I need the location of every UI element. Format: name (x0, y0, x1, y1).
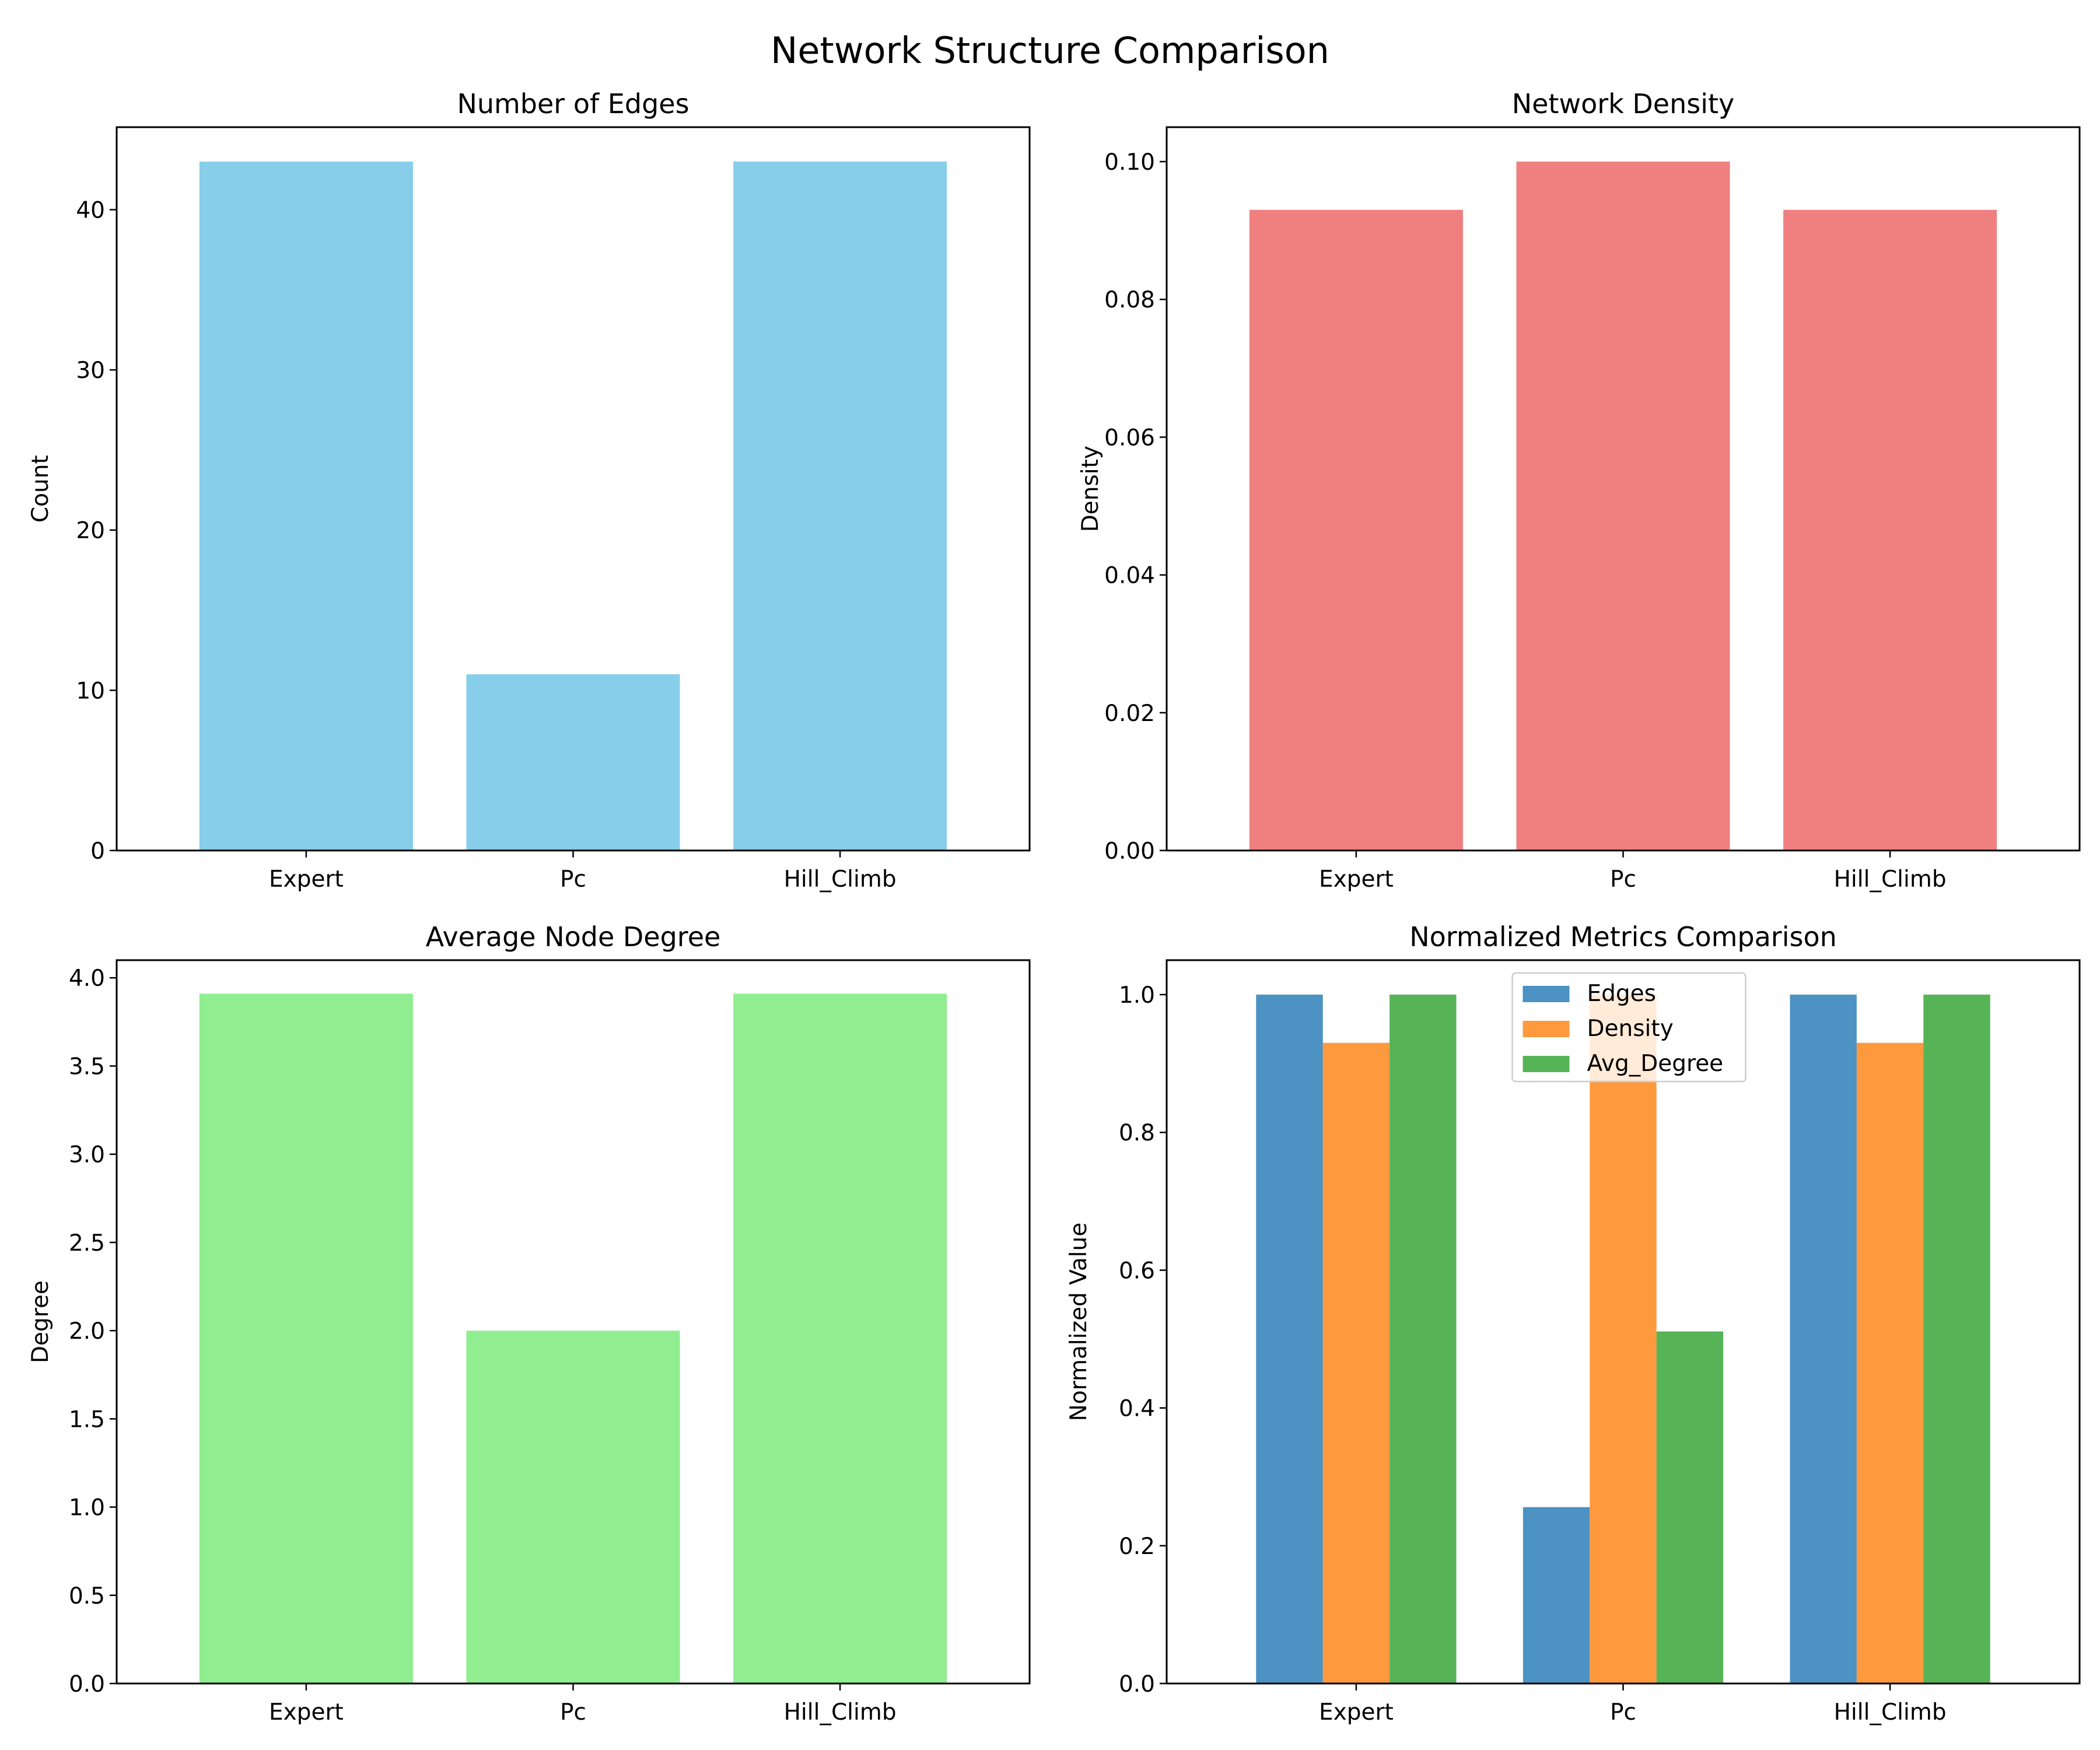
bar-edges-pc (1522, 1507, 1590, 1684)
subplot-grid: 0 10 20 30 40 Expert Pc Hill_Climb Number of Edg… (27, 88, 2081, 1726)
x-tick-label: Expert (1319, 1699, 1394, 1726)
bar-density-hill-climb (1856, 1042, 1924, 1684)
x-tick-label: Pc (560, 1699, 586, 1726)
bar-pc (466, 674, 680, 850)
y-tick-label: 10 (76, 678, 105, 704)
bar-density-expert (1322, 1042, 1390, 1684)
bar-avg-degree-pc (1656, 1331, 1724, 1684)
bar-edges-expert (1256, 995, 1323, 1684)
subplot-1: 0 10 20 30 40 Expert Pc Hill_Climb Number of Edg… (27, 88, 1031, 892)
y-tick-label: 1.0 (1119, 982, 1155, 1009)
legend-label: Edges (1587, 981, 1656, 1007)
y-axis-label: Degree (27, 1280, 54, 1363)
bar-pc (1516, 162, 1730, 850)
subplot-2: 0.00 0.02 0.04 0.06 0.08 0.10 Expert Pc Hill_Cli… (1077, 88, 2081, 892)
x-tick-label: Hill_Climb (784, 866, 897, 892)
y-tick-label: 0 (90, 838, 105, 864)
y-tick-label: 0.10 (1104, 149, 1155, 176)
y-tick-label: 0.02 (1104, 701, 1155, 727)
legend-label: Density (1587, 1016, 1674, 1042)
y-tick-label: 0.0 (1119, 1671, 1155, 1698)
legend-swatch (1522, 1021, 1570, 1037)
y-tick-label: 1.5 (69, 1406, 105, 1433)
x-tick-label: Hill_Climb (1834, 866, 1947, 892)
bar-avg-degree-hill-climb (1923, 995, 1990, 1684)
y-tick-label: 0.08 (1104, 287, 1155, 313)
y-tick-label: 0.00 (1104, 838, 1155, 864)
y-tick-label: 0.5 (69, 1583, 105, 1609)
subplot-title: Average Node Degree (426, 921, 721, 953)
figure-title: Network Structure Comparison (771, 29, 1329, 72)
subplot-title: Number of Edges (457, 88, 689, 120)
bar-pc (466, 1331, 680, 1684)
legend: Edges Density Avg_Degree (1511, 972, 1746, 1083)
bar-hill-climb (1783, 209, 1997, 850)
y-axis-label: Density (1077, 446, 1104, 532)
x-tick-label: Hill_Climb (784, 1699, 897, 1726)
y-tick-label: 3.5 (69, 1054, 105, 1080)
legend-frame (1511, 972, 1746, 1083)
y-tick-label: 0.04 (1104, 563, 1155, 589)
bar-hill-climb (733, 993, 947, 1684)
y-tick-label: 40 (76, 197, 105, 223)
y-tick-label: 0.06 (1104, 425, 1155, 451)
y-axis-label: Normalized Value (1066, 1223, 1092, 1422)
bar-density-pc (1590, 995, 1657, 1684)
bar-expert (199, 993, 413, 1684)
y-tick-label: 0.4 (1119, 1396, 1155, 1422)
x-tick-label: Pc (1610, 1699, 1636, 1726)
subplot-title: Network Density (1512, 88, 1735, 120)
x-tick-label: Pc (1610, 866, 1636, 892)
legend-swatch (1522, 1056, 1570, 1072)
bar-hill-climb (733, 162, 947, 850)
y-axis-label: Count (27, 455, 54, 523)
y-tick-label: 2.5 (69, 1230, 105, 1256)
y-tick-label: 0.0 (69, 1671, 105, 1698)
subplot-title: Normalized Metrics Comparison (1409, 921, 1837, 953)
y-tick-label: 3.0 (69, 1142, 105, 1168)
y-tick-label: 1.0 (69, 1495, 105, 1521)
bar-avg-degree-expert (1390, 995, 1457, 1684)
y-tick-label: 0.6 (1119, 1258, 1155, 1284)
bar-expert (199, 162, 413, 850)
y-tick-label: 0.8 (1119, 1120, 1155, 1146)
bar-edges-hill-climb (1790, 995, 1857, 1684)
y-tick-label: 0.2 (1119, 1534, 1155, 1560)
y-tick-label: 20 (76, 518, 105, 544)
legend-swatch (1522, 986, 1570, 1002)
subplot-4: 0.0 0.2 0.4 0.6 0.8 1.0 Expert Pc Hill_Climb Norm… (1066, 921, 2081, 1726)
legend-label: Avg_Degree (1587, 1051, 1724, 1077)
subplot-3: 0.0 0.5 1.0 1.5 2.0 2.5 3.0 3.5 4.0 Expert Pc Hill_… (27, 921, 1031, 1726)
x-tick-label: Hill_Climb (1834, 1699, 1947, 1726)
y-tick-label: 2.0 (69, 1318, 105, 1345)
bar-expert (1249, 209, 1463, 850)
x-tick-label: Expert (1319, 866, 1394, 892)
x-tick-label: Expert (269, 866, 344, 892)
x-tick-label: Expert (269, 1699, 344, 1726)
y-tick-label: 30 (76, 358, 105, 384)
x-tick-label: Pc (560, 866, 586, 892)
y-tick-label: 4.0 (69, 965, 105, 992)
